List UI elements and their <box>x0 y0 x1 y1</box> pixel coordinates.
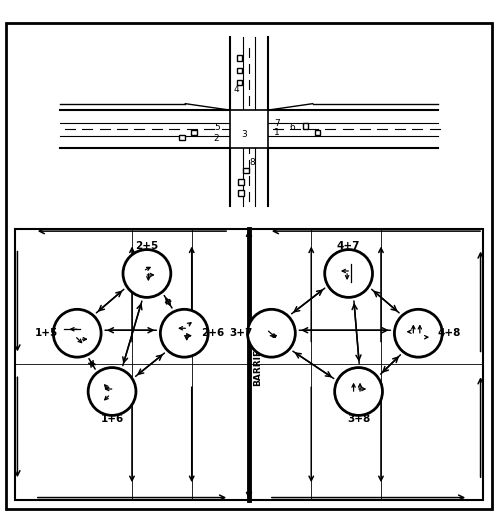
Text: 4+8: 4+8 <box>438 328 461 338</box>
Text: 7: 7 <box>274 119 280 128</box>
Text: 2+5: 2+5 <box>135 241 158 251</box>
Bar <box>230 37 268 206</box>
Circle shape <box>88 368 136 415</box>
Text: BARRIER: BARRIER <box>253 343 262 386</box>
Bar <box>315 130 321 135</box>
Bar <box>230 110 268 148</box>
Bar <box>179 135 184 140</box>
Circle shape <box>53 309 101 357</box>
Text: 2+6: 2+6 <box>202 328 225 338</box>
Text: 3: 3 <box>241 130 247 139</box>
Bar <box>243 168 249 173</box>
Bar <box>239 179 244 185</box>
Bar <box>239 190 244 196</box>
Text: 5: 5 <box>215 122 221 131</box>
Text: 6: 6 <box>289 122 295 131</box>
Circle shape <box>335 368 382 415</box>
Bar <box>15 229 483 500</box>
Circle shape <box>325 250 373 297</box>
Circle shape <box>123 250 171 297</box>
Text: 4+7: 4+7 <box>337 241 361 251</box>
Circle shape <box>160 309 208 357</box>
Text: 8: 8 <box>249 159 255 168</box>
Text: 3+8: 3+8 <box>347 414 370 424</box>
Text: 4: 4 <box>233 85 239 94</box>
Text: 3+7: 3+7 <box>229 328 252 338</box>
Text: 1: 1 <box>274 128 280 137</box>
Text: 2: 2 <box>213 134 219 143</box>
Bar <box>60 110 438 148</box>
Bar <box>237 80 242 86</box>
Circle shape <box>248 309 295 357</box>
Text: 1+5: 1+5 <box>35 328 58 338</box>
Bar <box>237 55 242 61</box>
Bar <box>303 123 308 129</box>
Circle shape <box>394 309 442 357</box>
Bar <box>191 130 197 135</box>
Bar <box>237 68 242 73</box>
Text: 1+6: 1+6 <box>101 414 124 424</box>
